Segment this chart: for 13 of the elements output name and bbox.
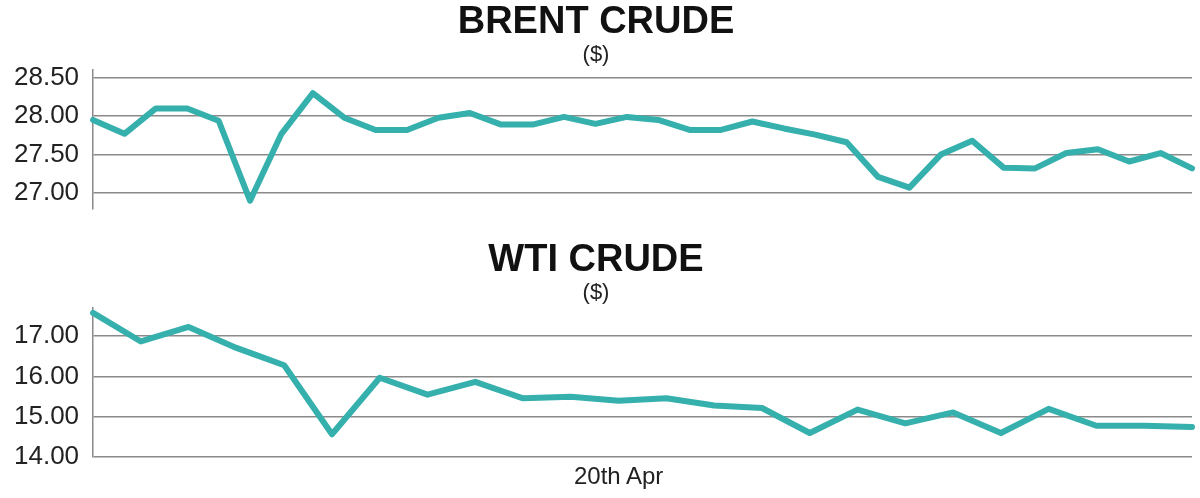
y-tick-label: 15.00 [13,400,80,431]
y-tick-label: 27.00 [13,176,80,207]
y-tick-label: 14.00 [13,440,80,471]
chart-title: BRENT CRUDE [457,0,735,42]
chart-title: WTI CRUDE [488,237,704,280]
chart-subtitle: ($) [582,40,610,66]
x-tick-label: 20th Apr [573,462,664,490]
y-tick-label: 27.50 [13,137,80,168]
y-tick-label: 17.00 [13,319,80,350]
y-tick-label: 28.50 [13,60,80,91]
y-tick-label: 16.00 [13,359,80,390]
chart-subtitle: ($) [582,278,610,304]
y-tick-label: 28.00 [13,99,80,130]
